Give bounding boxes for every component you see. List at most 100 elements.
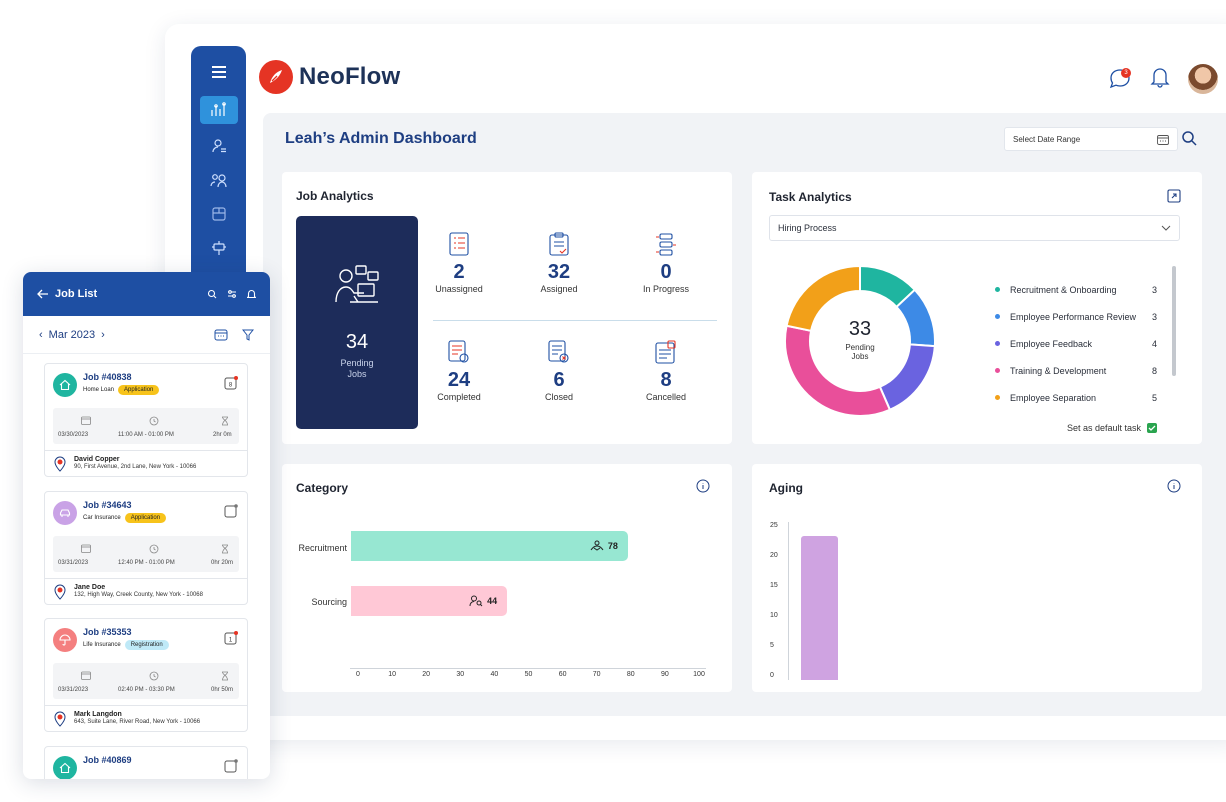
category-label-sourcing: Sourcing	[311, 597, 347, 607]
messages-icon[interactable]: 3	[1108, 68, 1132, 90]
legend-value: 4	[1151, 338, 1157, 349]
task-legend: Recruitment & Onboarding 3 Employee Perfo…	[995, 276, 1165, 411]
stat-cancelled-value: 8	[660, 369, 672, 391]
category-label-recruitment: Recruitment	[298, 543, 347, 553]
sidebar-item-analytics[interactable]	[200, 96, 238, 124]
aging-title: Aging	[769, 481, 803, 495]
job-card[interactable]: Job #40869	[44, 746, 248, 779]
task-analytics-title: Task Analytics	[769, 190, 852, 204]
document-done-icon	[448, 340, 469, 363]
pending-jobs-tile[interactable]: 34 Pending Jobs	[296, 216, 418, 429]
job-card[interactable]: Job #35353 Life Insurance Registration 1 …	[44, 618, 248, 732]
donut-slice[interactable]	[785, 265, 861, 333]
job-time: 12:40 PM - 01:00 PM	[118, 560, 175, 566]
category-info-icon[interactable]	[696, 479, 710, 498]
search-icon[interactable]	[207, 289, 217, 299]
month-label: Mar 2023	[48, 328, 96, 341]
category-bar-value: 44	[487, 596, 498, 606]
job-schedule: 03/31/2023 12:40 PM - 01:00 PM 0hr 20m	[53, 536, 239, 572]
job-notification-icon[interactable]: 8	[224, 376, 238, 395]
job-schedule: 03/30/2023 11:00 AM - 01:00 PM 2hr 0m	[53, 408, 239, 444]
sidebar-item-workflow[interactable]	[201, 234, 237, 262]
filter-sliders-icon[interactable]	[227, 289, 237, 299]
stat-assigned-value: 32	[547, 261, 571, 283]
job-person: Mark Langdon 643, Suite Lane, River Road…	[45, 705, 247, 733]
aging-y-axis-line	[788, 522, 789, 680]
clock-icon	[149, 671, 159, 681]
person-name: David Copper	[74, 456, 120, 463]
search-icon[interactable]	[1181, 130, 1197, 151]
stat-unassigned[interactable]: 2 Unassigned	[409, 232, 509, 294]
legend-item[interactable]: Employee Performance Review 3	[995, 303, 1165, 330]
handshake-icon	[590, 540, 604, 551]
donut-center-label-2: Jobs	[851, 352, 869, 361]
sidebar-rail	[191, 46, 246, 296]
stat-completed[interactable]: 24 Completed	[409, 340, 509, 402]
person-address: 90, First Avenue, 2nd Lane, New York - 1…	[74, 464, 197, 470]
x-tick-label: 20	[422, 671, 431, 678]
legend-item[interactable]: Training & Development 8	[995, 357, 1165, 384]
menu-icon[interactable]	[201, 58, 237, 86]
month-selector: ‹ Mar 2023 ›	[23, 316, 270, 354]
calendar-icon[interactable]	[214, 328, 228, 341]
bell-icon[interactable]	[247, 289, 256, 299]
x-tick-label: 0	[356, 671, 360, 678]
bell-icon[interactable]	[1150, 66, 1170, 93]
job-notification-count: 1	[229, 638, 233, 644]
next-month-icon[interactable]: ›	[101, 328, 105, 341]
expand-icon[interactable]	[1167, 189, 1181, 208]
job-notification-icon[interactable]	[224, 504, 238, 523]
avatar[interactable]	[1188, 64, 1218, 94]
job-list-panel: Job List ‹ Mar 2023 › Job #40838 Home Lo…	[23, 272, 270, 779]
default-checkbox[interactable]	[1147, 423, 1158, 433]
job-card[interactable]: Job #34643 Car Insurance Application 03/3…	[44, 491, 248, 605]
date-range-placeholder: Select Date Range	[1013, 134, 1081, 144]
filter-icon[interactable]	[242, 329, 254, 341]
job-card[interactable]: Job #40838 Home Loan Application 8 03/30/…	[44, 363, 248, 477]
legend-dot	[995, 395, 1000, 400]
category-axis-line	[350, 668, 706, 669]
calendar-icon	[81, 671, 91, 680]
job-notification-icon[interactable]	[224, 759, 238, 778]
hourglass-icon	[222, 671, 228, 681]
brand-name: NeoFlow	[299, 63, 401, 90]
x-tick-label: 60	[558, 671, 567, 678]
back-arrow-icon[interactable]	[37, 289, 49, 299]
process-select[interactable]: Hiring Process	[769, 215, 1180, 241]
donut-center-value: 33	[848, 318, 872, 340]
job-list-title: Job List	[55, 288, 98, 300]
stats-divider	[433, 320, 717, 321]
sidebar-item-team[interactable]	[201, 166, 237, 194]
stat-closed[interactable]: 6 Closed	[509, 340, 609, 402]
y-tick-label: 0	[770, 672, 774, 679]
legend-item[interactable]: Employee Separation 5	[995, 384, 1165, 411]
legend-dot	[995, 341, 1000, 346]
date-range-input[interactable]: Select Date Range	[1004, 127, 1178, 151]
prev-month-icon[interactable]: ‹	[39, 328, 43, 341]
job-notification-count: 8	[229, 383, 233, 389]
category-bar-recruitment[interactable]: 78	[351, 531, 628, 561]
job-notification-icon[interactable]: 1	[224, 631, 238, 650]
legend-dot	[995, 287, 1000, 292]
legend-scrollbar[interactable]	[1172, 266, 1176, 376]
legend-label: Training & Development	[1010, 365, 1107, 376]
sidebar-item-documents[interactable]	[201, 200, 237, 228]
stat-assigned[interactable]: 32 Assigned	[509, 232, 609, 294]
pending-jobs-value: 34	[345, 331, 369, 353]
legend-value: 3	[1151, 284, 1157, 295]
legend-dot	[995, 314, 1000, 319]
category-bar-sourcing[interactable]: 44	[351, 586, 508, 616]
stat-in-progress[interactable]: 0 In Progress	[616, 232, 716, 294]
stat-closed-value: 6	[553, 369, 565, 391]
stat-cancelled[interactable]: 8 Cancelled	[616, 340, 716, 402]
aging-info-icon[interactable]	[1167, 479, 1181, 498]
legend-item[interactable]: Recruitment & Onboarding 3	[995, 276, 1165, 303]
sidebar-item-users[interactable]	[201, 132, 237, 160]
pending-jobs-label-2: Jobs	[347, 369, 367, 379]
legend-item[interactable]: Employee Feedback 4	[995, 330, 1165, 357]
aging-bar[interactable]	[801, 536, 838, 680]
set-default-task[interactable]: Set as default task	[1067, 423, 1158, 433]
task-donut-chart	[784, 265, 936, 417]
worker-icon	[335, 265, 379, 303]
job-list-header: Job List	[23, 272, 270, 316]
